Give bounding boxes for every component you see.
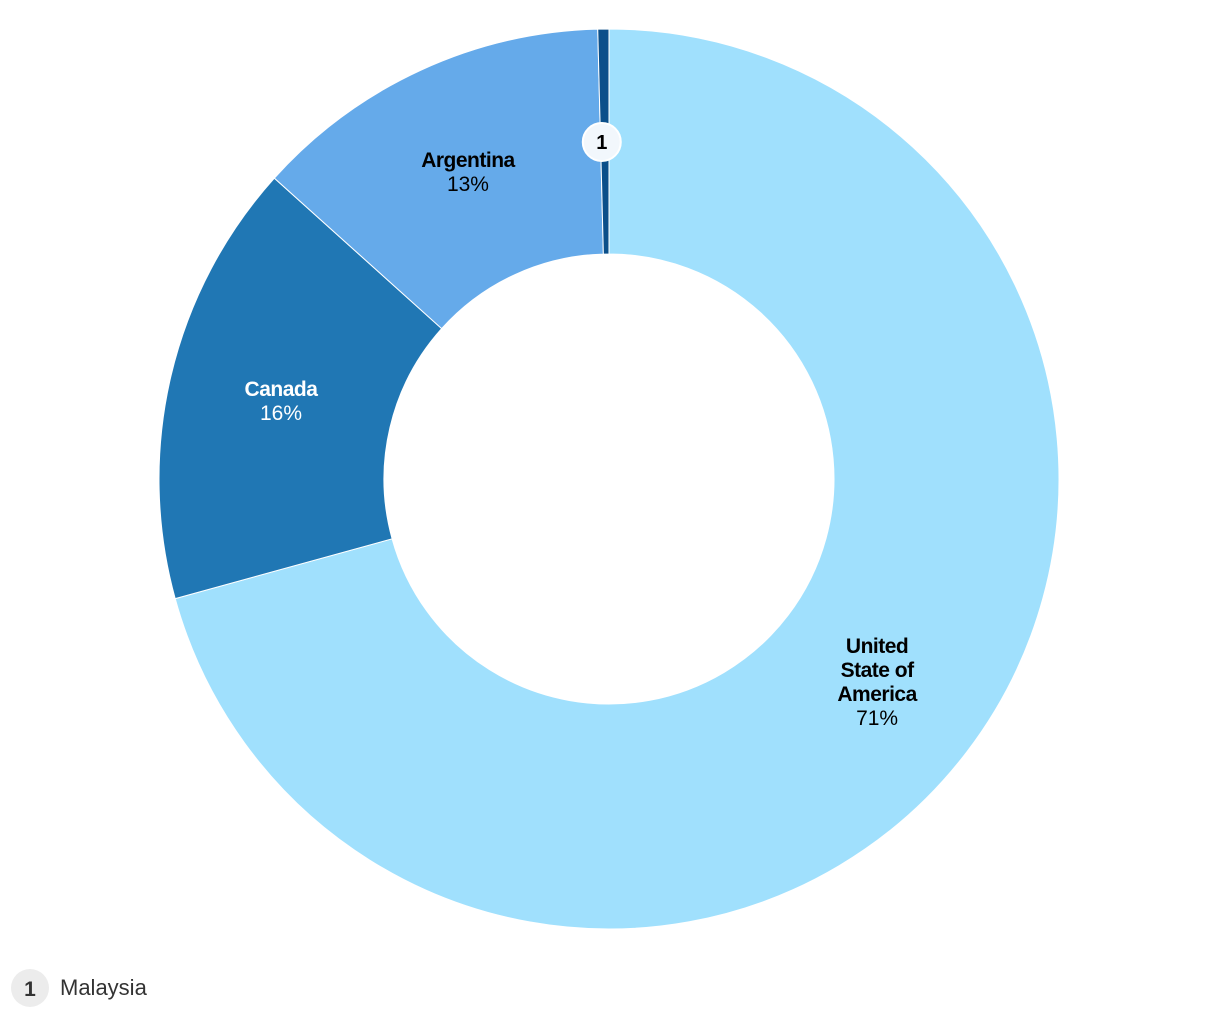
slice xyxy=(158,177,443,600)
slice-name: United State of America xyxy=(837,635,917,707)
slice-name: Argentina xyxy=(421,148,515,172)
slice-name: Canada xyxy=(244,377,318,401)
slice-value: 71% xyxy=(856,707,899,731)
slice-label: Argentina 13% xyxy=(413,149,523,197)
footnote-label: Malaysia xyxy=(60,975,147,1000)
callout-number: 1 xyxy=(596,132,607,154)
slice-value: 16% xyxy=(259,401,302,425)
callout-circle xyxy=(581,122,622,163)
slice-label: Canada 16% xyxy=(226,378,336,426)
slice xyxy=(174,28,1060,930)
footnote-circle xyxy=(11,969,49,1007)
slice xyxy=(273,28,604,330)
slice-label: United State of America 71% xyxy=(822,635,932,731)
slice-value: 13% xyxy=(446,172,489,196)
footnote-number: 1 xyxy=(24,978,36,1001)
